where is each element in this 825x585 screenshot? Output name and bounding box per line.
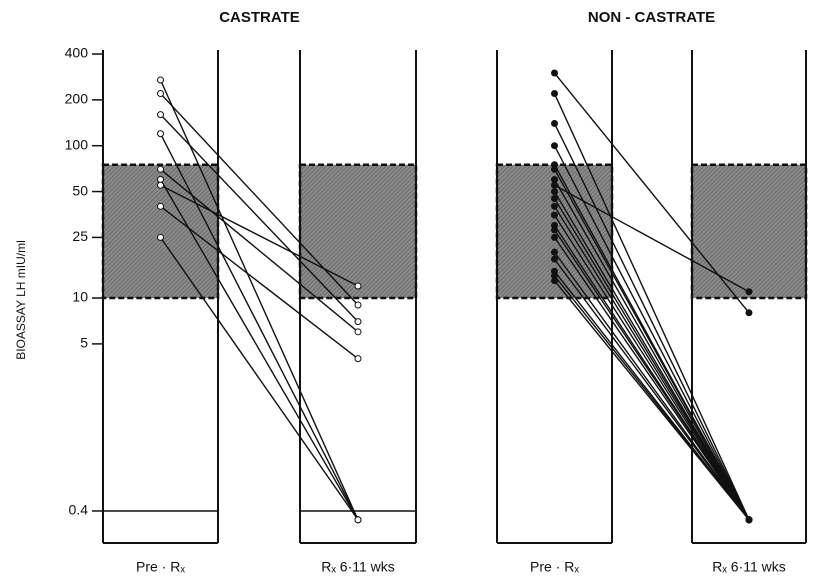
data-point — [551, 119, 558, 127]
data-point — [551, 181, 558, 189]
data-point — [157, 165, 164, 173]
y-tick-label: 100 — [65, 136, 89, 152]
shaded-range — [690, 163, 808, 300]
series-line — [160, 205, 359, 360]
data-point — [551, 255, 558, 263]
series-line — [553, 214, 750, 521]
data-point — [551, 233, 558, 241]
data-point — [551, 69, 558, 77]
x-tick-label: Rₓ 6·11 wks — [321, 559, 395, 575]
data-point — [745, 309, 753, 317]
data-point — [157, 90, 164, 98]
data-point — [551, 142, 558, 150]
series-line — [553, 280, 750, 521]
data-point — [354, 355, 362, 363]
data-point — [157, 202, 164, 210]
data-point — [354, 282, 362, 290]
series-line — [159, 133, 359, 521]
data-point — [745, 288, 753, 296]
y-tick-label: 25 — [72, 228, 88, 244]
data-point — [157, 130, 164, 138]
data-point — [551, 90, 558, 98]
data-point — [354, 318, 362, 326]
series-line — [159, 179, 359, 521]
series-line — [159, 114, 359, 323]
data-point — [551, 211, 558, 219]
data-point — [354, 516, 362, 524]
shaded-range — [298, 163, 418, 300]
series-line — [160, 184, 359, 287]
y-tick-label: 200 — [65, 91, 89, 107]
series-line — [159, 79, 359, 521]
series-line — [553, 123, 750, 521]
series-line — [553, 258, 750, 521]
data-point — [157, 76, 164, 84]
data-point — [157, 181, 164, 189]
data-point — [551, 226, 558, 234]
y-tick-label: 50 — [72, 182, 88, 198]
chart-title: NON - CASTRATE — [588, 9, 715, 26]
data-point — [157, 111, 164, 119]
series-line — [159, 237, 359, 521]
data-point — [551, 165, 558, 173]
y-tick-label: 400 — [65, 45, 89, 61]
x-tick-label: Pre · Rₓ — [530, 559, 579, 575]
data-point — [157, 233, 164, 241]
y-tick-label: 0.4 — [69, 502, 89, 518]
x-tick-label: Pre · Rₓ — [136, 559, 185, 575]
y-tick-label: 5 — [80, 335, 88, 351]
series-line — [553, 237, 750, 521]
series-line — [553, 145, 750, 521]
series-line — [553, 229, 750, 521]
chart-title: CASTRATE — [219, 9, 300, 26]
data-point — [551, 248, 558, 256]
data-point — [551, 188, 558, 196]
series-line — [553, 93, 750, 521]
series-line — [553, 72, 750, 314]
y-axis-label: BIOASSAY LH mIU/ml — [14, 240, 28, 360]
data-point — [551, 195, 558, 203]
data-point — [551, 277, 558, 285]
data-point — [157, 176, 164, 184]
data-point — [551, 176, 558, 184]
series-line — [553, 168, 750, 521]
data-point — [745, 516, 753, 524]
y-tick-label: 10 — [72, 289, 88, 305]
data-point — [354, 301, 362, 309]
series-line — [160, 168, 359, 333]
data-point — [551, 202, 558, 210]
x-tick-label: Rₓ 6·11 wks — [712, 559, 786, 575]
series-line — [553, 205, 750, 521]
series-line — [554, 184, 750, 293]
data-point — [354, 328, 362, 336]
series-line — [553, 179, 750, 521]
